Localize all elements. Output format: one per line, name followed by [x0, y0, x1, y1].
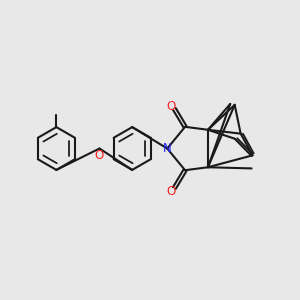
Text: O: O [167, 184, 176, 197]
Text: N: N [163, 142, 172, 155]
Text: O: O [95, 149, 104, 162]
Text: O: O [167, 100, 176, 112]
